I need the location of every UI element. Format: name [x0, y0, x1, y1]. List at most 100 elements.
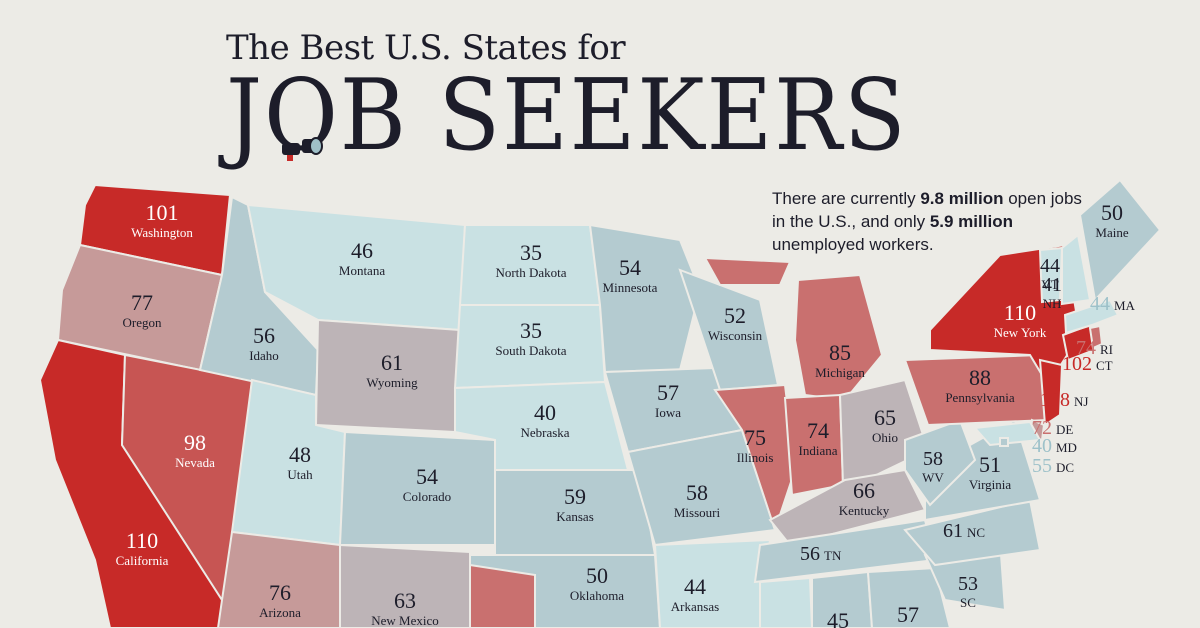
- state-name-mt: Montana: [339, 263, 385, 278]
- state-name-nd: North Dakota: [495, 265, 566, 280]
- state-name-co: Colorado: [403, 489, 451, 504]
- state-nh: [1061, 233, 1092, 306]
- state-name-ny: New York: [994, 325, 1047, 340]
- state-code-ri: RI: [1100, 342, 1113, 357]
- state-value-ia: 57: [657, 380, 679, 405]
- state-value-wv: 58: [923, 448, 943, 470]
- state-value-nj: 108: [1040, 389, 1070, 411]
- state-name-wv: WV: [922, 470, 944, 485]
- state-value-ms: 45: [827, 608, 849, 628]
- state-name-sd: South Dakota: [495, 343, 566, 358]
- state-code-nc: NC: [967, 525, 985, 540]
- state-value-de: 72: [1032, 417, 1052, 439]
- state-value-az: 76: [269, 580, 291, 605]
- state-name-ky: Kentucky: [839, 503, 890, 518]
- binoculars-icon: [282, 137, 323, 161]
- state-code-ma: MA: [1114, 298, 1136, 313]
- state-md: [972, 420, 1042, 447]
- state-value-al: 57: [897, 602, 919, 627]
- state-value-oh: 65: [874, 405, 896, 430]
- state-ms: [759, 576, 814, 628]
- state-value-wi: 52: [724, 303, 746, 328]
- state-value-ks: 59: [564, 484, 586, 509]
- state-name-mn: Minnesota: [603, 280, 658, 295]
- state-name-id: Idaho: [249, 348, 279, 363]
- state-value-or: 77: [131, 290, 153, 315]
- state-value-nv: 98: [184, 430, 206, 455]
- title-line2: JOB SEEKERS: [226, 59, 908, 173]
- state-code-tn: TN: [824, 548, 842, 563]
- state-name-nv: Nevada: [175, 455, 215, 470]
- state-nm: [339, 543, 471, 628]
- state-name-ne: Nebraska: [520, 425, 569, 440]
- state-value-ny: 110: [1004, 300, 1036, 325]
- state-code-de: DE: [1056, 422, 1073, 437]
- state-name-az: Arizona: [259, 605, 301, 620]
- state-value-wa: 101: [146, 200, 179, 225]
- state-value-ar: 44: [684, 574, 706, 599]
- state-value-ri: 74: [1076, 337, 1096, 359]
- state-value-in: 74: [807, 418, 829, 443]
- state-value-ct: 102: [1062, 353, 1092, 375]
- state-ri: [1088, 324, 1104, 350]
- state-value-nh: 41: [1042, 274, 1062, 296]
- state-value-md: 40: [1032, 435, 1052, 457]
- state-name-va: Virginia: [969, 477, 1012, 492]
- state-mn: [588, 223, 702, 374]
- subtitle-text-2: open jobs in the U.S., and only: [772, 189, 1082, 231]
- state-value-nc: 61: [943, 520, 963, 542]
- state-value-vt: 44: [1040, 255, 1060, 277]
- state-name-pa: Pennsylvania: [945, 390, 1015, 405]
- state-value-id: 56: [253, 323, 275, 348]
- state-name-vt: VT: [1041, 277, 1058, 292]
- subtitle-text-3: unemployed workers.: [772, 235, 934, 254]
- state-name-ia: Iowa: [655, 405, 681, 420]
- state-name-wi: Wisconsin: [708, 328, 763, 343]
- state-value-ca: 110: [126, 528, 158, 553]
- state-tx: [469, 563, 536, 628]
- state-code-md: MD: [1056, 440, 1077, 455]
- state-value-il: 75: [744, 425, 766, 450]
- state-me: [1078, 178, 1162, 303]
- state-name-in: Indiana: [799, 443, 838, 458]
- state-code-dc: DC: [1056, 460, 1074, 475]
- state-value-me: 50: [1101, 200, 1123, 225]
- state-il: [713, 383, 797, 534]
- state-value-tn: 56: [800, 543, 820, 565]
- state-value-mn: 54: [619, 255, 641, 280]
- state-value-pa: 88: [969, 365, 991, 390]
- state-ga: [866, 566, 952, 628]
- state-value-co: 54: [416, 464, 438, 489]
- labels-layer: 101Washington77Oregon110California98Neva…: [116, 200, 1136, 628]
- state-value-mt: 46: [351, 238, 373, 263]
- state-name-me: Maine: [1095, 225, 1128, 240]
- state-name-il: Illinois: [737, 450, 774, 465]
- state-az: [216, 530, 341, 628]
- subtitle: There are currently 9.8 million open job…: [772, 187, 1092, 256]
- state-code-ct: CT: [1096, 358, 1113, 373]
- state-value-mi: 85: [829, 340, 851, 365]
- state-name-ar: Arkansas: [671, 599, 719, 614]
- state-nj: [1038, 358, 1064, 427]
- state-value-dc: 55: [1032, 455, 1052, 477]
- state-name-or: Oregon: [123, 315, 162, 330]
- state-value-sc: 53: [958, 573, 978, 595]
- title-line1: The Best U.S. States for: [226, 28, 626, 68]
- state-value-ok: 50: [586, 563, 608, 588]
- state-code-nj: NJ: [1074, 394, 1088, 409]
- state-name-nh: NH: [1043, 296, 1062, 311]
- state-value-ky: 66: [853, 478, 875, 503]
- states-layer: [38, 178, 1162, 628]
- state-name-ut: Utah: [287, 467, 313, 482]
- subtitle-unemployed: 5.9 million: [929, 212, 1013, 231]
- state-name-wy: Wyoming: [366, 375, 418, 390]
- state-value-ut: 48: [289, 442, 311, 467]
- state-ma: [1063, 298, 1120, 335]
- state-name-oh: Ohio: [872, 430, 898, 445]
- state-value-sd: 35: [520, 318, 542, 343]
- subtitle-text-1: There are currently: [772, 189, 921, 208]
- state-dc: [999, 437, 1009, 447]
- state-ar: [653, 538, 772, 628]
- state-name-sc: SC: [960, 595, 976, 610]
